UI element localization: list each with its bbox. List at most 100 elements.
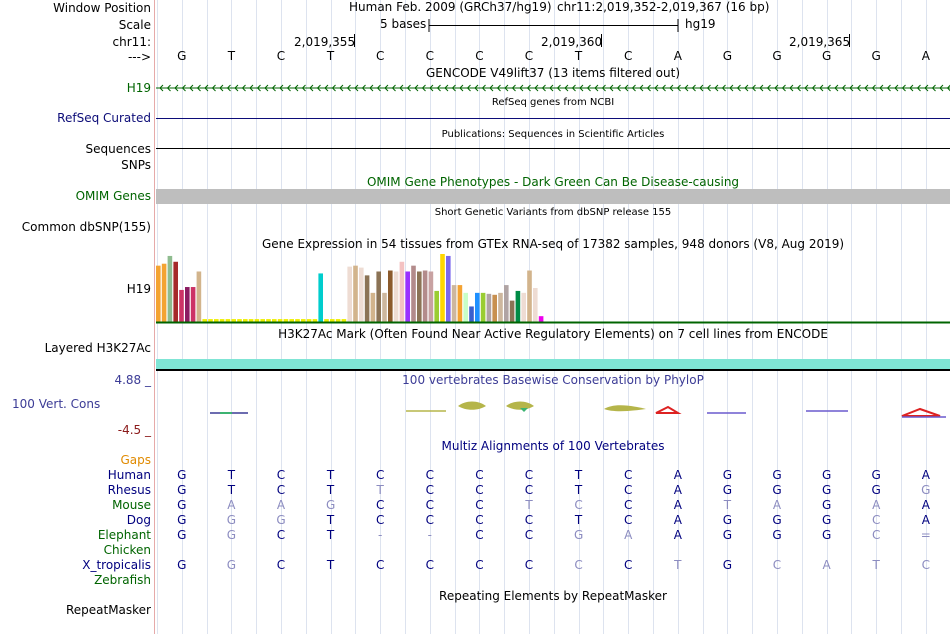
alignment-base: A: [673, 483, 682, 497]
gtex-h19-label[interactable]: H19: [126, 282, 151, 296]
alignment-base: G: [177, 528, 187, 542]
strand-chevron: [301, 84, 306, 92]
alignment-base: C: [375, 513, 385, 527]
alignment-base: C: [425, 468, 434, 482]
alignment-base: A: [921, 468, 930, 482]
gtex-track-title: Gene Expression in 54 tissues from GTEx …: [261, 237, 845, 251]
strand-chevron: [496, 84, 501, 92]
ruler-tick: [601, 34, 602, 47]
strand-chevron: [586, 84, 591, 92]
strand-chevron: [564, 84, 569, 92]
alignment-base: -: [427, 528, 432, 542]
strand-chevron: [691, 84, 696, 92]
strand-chevron: [594, 84, 599, 92]
gencode-gene-h19[interactable]: [156, 81, 950, 95]
alignment-base: T: [227, 483, 236, 497]
alignment-base: G: [871, 468, 881, 482]
gtex-tissue-bar: [295, 319, 300, 322]
strand-chevron: [294, 84, 299, 92]
gtex-tissue-bar: [283, 319, 289, 322]
gtex-tissue-bar: [341, 319, 347, 322]
alignment-base: C: [871, 513, 881, 527]
alignment-base: G: [177, 468, 187, 482]
window-position-label: Window Position: [53, 1, 151, 15]
omim-gene-bar[interactable]: [156, 189, 950, 204]
strand-chevron: [714, 84, 719, 92]
common-dbsnp-label[interactable]: Common dbSNP(155): [21, 220, 151, 234]
alignment-base: A: [872, 498, 881, 512]
strand-chevron: [811, 84, 816, 92]
strand-chevron: [159, 84, 164, 92]
strand-chevron: [684, 84, 689, 92]
vert-cons-label[interactable]: 100 Vert. Cons: [12, 397, 101, 411]
h3k27ac-signal[interactable]: [156, 359, 950, 369]
alignment-base: C: [475, 468, 484, 482]
alignment-base: A: [276, 498, 286, 512]
strand-chevron: [504, 84, 509, 92]
gtex-tissue-bar: [480, 292, 486, 322]
alignment-base: T: [723, 498, 732, 512]
strand-chevron: [931, 84, 936, 92]
refseq-curated-label[interactable]: RefSeq Curated: [57, 111, 151, 125]
track-image-area[interactable]: Human Feb. 2009 (GRCh37/hg19) chr11:2,01…: [156, 0, 950, 634]
alignment-base: T: [326, 468, 335, 482]
gtex-tissue-bar: [167, 255, 173, 322]
refseq-gene-line[interactable]: [156, 118, 950, 119]
omim-genes-label[interactable]: OMIM Genes: [75, 189, 151, 203]
reference-base: T: [227, 49, 236, 63]
publications-line[interactable]: [156, 148, 950, 149]
strand-chevron: [721, 84, 726, 92]
strand-chevron: [309, 84, 314, 92]
gencode-h19-label[interactable]: H19: [126, 81, 151, 95]
alignment-base: G: [772, 483, 782, 497]
gtex-tissue-bar: [446, 255, 451, 322]
strand-chevron: [279, 84, 284, 92]
strand-chevron: [841, 84, 846, 92]
strand-chevron: [804, 84, 809, 92]
phylop-conservation-plot[interactable]: [156, 398, 950, 422]
strand-chevron: [339, 84, 344, 92]
alignment-base: G: [226, 558, 237, 572]
strand-chevron: [856, 84, 861, 92]
alignment-base: C: [276, 483, 286, 497]
alignment-base: T: [525, 498, 533, 512]
strand-chevron: [654, 84, 659, 92]
gtex-tissue-bar: [260, 319, 265, 322]
snps-label[interactable]: SNPs: [121, 158, 151, 172]
gtex-tissue-bar: [521, 292, 526, 322]
alignment-base: C: [276, 528, 286, 542]
ruler-label-2019355: 2,019,355: [294, 35, 356, 49]
ruler-tick: [354, 34, 355, 47]
alignment-base: G: [772, 513, 782, 527]
alignment-base: G: [177, 483, 187, 497]
layered-h3k27ac-label[interactable]: Layered H3K27Ac: [44, 341, 151, 355]
gtex-tissue-bar: [347, 266, 352, 322]
strand-chevron: [886, 84, 891, 92]
strand-chevron: [879, 84, 884, 92]
strand-chevron: [271, 84, 276, 92]
strand-chevron: [399, 84, 404, 92]
repeatmasker-label[interactable]: RepeatMasker: [65, 603, 151, 617]
gtex-expression-chart[interactable]: [156, 252, 950, 324]
reference-base: C: [623, 49, 633, 63]
strand-chevron: [414, 84, 419, 92]
alignment-base: A: [673, 528, 682, 542]
alignment-base: C: [475, 528, 484, 542]
strand-chevron: [924, 84, 929, 92]
alignment-base: A: [624, 528, 633, 542]
alignment-base: C: [425, 558, 434, 572]
gtex-tissue-bar: [243, 319, 248, 322]
strand-chevron: [474, 84, 479, 92]
alignment-base: T: [872, 558, 880, 572]
strand-chevron: [729, 84, 734, 92]
gtex-tissue-bar: [254, 319, 260, 322]
strand-chevron: [796, 84, 801, 92]
strand-chevron: [421, 84, 426, 92]
chrom-label: chr11:: [112, 35, 151, 49]
gtex-tissue-bar: [324, 319, 329, 322]
alignment-base: A: [673, 513, 682, 527]
gtex-tissue-bar: [248, 319, 254, 322]
alignment-base: G: [573, 528, 584, 542]
sequences-label[interactable]: Sequences: [85, 142, 151, 156]
alignment-base: C: [375, 468, 385, 482]
